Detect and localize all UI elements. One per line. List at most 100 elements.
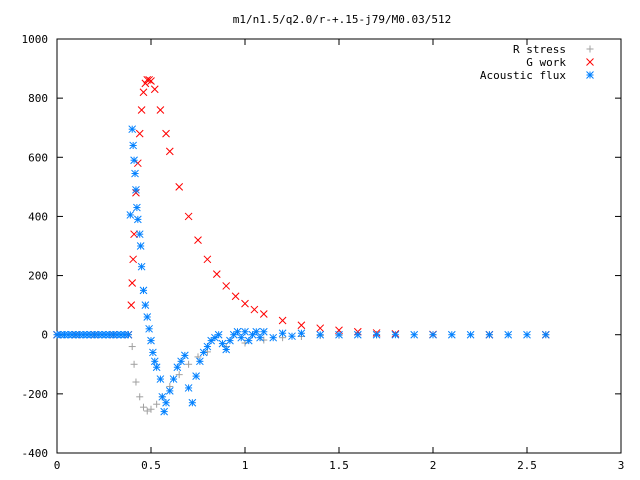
legend-label-2: Acoustic flux — [480, 69, 566, 82]
series-2-point-51 — [196, 357, 204, 366]
series-1-point-28 — [231, 292, 240, 301]
series-2-point-85 — [541, 330, 550, 339]
series-2-point-32 — [141, 301, 150, 309]
data-series — [53, 75, 550, 416]
series-0-point-15 — [175, 371, 183, 379]
series-2-point-50 — [192, 372, 200, 380]
series-2-point-84 — [523, 330, 531, 339]
x-tick-label-1: 0.5 — [141, 459, 161, 472]
x-tick-label-5: 2.5 — [517, 459, 537, 472]
series-2-point-18 — [120, 330, 129, 339]
series-2-point-69 — [269, 333, 278, 342]
series-0-point-7 — [132, 378, 140, 386]
series-2-point-47 — [180, 351, 189, 360]
series-1-point-8 — [130, 230, 138, 239]
series-1-point-10 — [133, 159, 142, 168]
series-2-point-14 — [105, 330, 114, 339]
series-2-point-76 — [372, 330, 381, 339]
y-tick-label-5: 0 — [41, 329, 48, 342]
series-2-point-20 — [126, 211, 135, 219]
series-2-point-72 — [297, 329, 306, 338]
series-2-point-49 — [188, 398, 197, 407]
series-2-point-41 — [160, 407, 169, 416]
series-2-point-65 — [248, 330, 257, 339]
series-2-point-75 — [353, 330, 362, 339]
series-2-point-71 — [288, 332, 296, 341]
series-2-point-36 — [149, 348, 157, 357]
series-2-point-33 — [143, 313, 152, 321]
series-2-point-61 — [233, 327, 242, 336]
series-2-point-21 — [128, 125, 137, 134]
legend-label-1: G work — [526, 56, 566, 69]
series-1-point-32 — [278, 316, 287, 325]
x-tick-label-3: 1.5 — [329, 459, 349, 472]
series-2-point-58 — [222, 345, 231, 354]
legend-marker-1 — [586, 58, 594, 66]
series-2-point-19 — [124, 330, 133, 339]
series-2-point-48 — [184, 384, 193, 392]
series-2-point-83 — [504, 330, 513, 339]
series-2-point-34 — [145, 324, 153, 333]
series-1-point-17 — [147, 77, 155, 85]
series-1-point-22 — [175, 183, 184, 191]
series-1-point-18 — [150, 85, 159, 94]
series-2-point-70 — [278, 329, 287, 338]
series-1-point-19 — [156, 106, 165, 114]
series-1-point-12 — [137, 106, 146, 114]
series-2-point-43 — [165, 387, 174, 395]
series-1-point-21 — [165, 147, 174, 156]
series-2-point-37 — [150, 357, 159, 366]
series-2-point-15 — [109, 330, 118, 339]
series-0 — [53, 331, 550, 415]
series-2-point-7 — [79, 330, 88, 339]
series-0-point-9 — [139, 403, 147, 411]
series-2-point-46 — [177, 357, 185, 366]
series-2-point-63 — [241, 327, 249, 336]
series-2-point-38 — [152, 363, 161, 372]
series-0-point-5 — [128, 343, 136, 351]
series-2-point-55 — [211, 333, 219, 342]
series-2-point-27 — [133, 215, 142, 224]
x-tick-label-4: 2 — [430, 459, 437, 472]
series-2-point-35 — [147, 336, 155, 345]
series-2-point-60 — [229, 330, 238, 339]
series-2-point-30 — [137, 262, 146, 271]
series-2 — [53, 125, 550, 416]
series-2-point-23 — [130, 156, 138, 165]
legend-marker-0 — [586, 45, 594, 53]
series-1-point-25 — [203, 255, 212, 264]
series-0-point-6 — [130, 360, 138, 368]
series-2-point-66 — [252, 327, 261, 336]
series-2-point-22 — [129, 141, 137, 150]
series-2-point-39 — [156, 375, 165, 383]
axis-ticks: 0 0.5 1 1.5 2 2.5 3 1000 800 600 400 200 0 -200 -400 — [22, 33, 625, 472]
series-1-point-31 — [259, 310, 268, 318]
series-2-point-74 — [335, 330, 343, 339]
series-2-point-80 — [447, 330, 456, 339]
series-2-point-42 — [162, 398, 170, 407]
y-tick-label-2: 600 — [28, 151, 48, 164]
series-1 — [53, 75, 550, 339]
series-0-point-8 — [136, 393, 144, 401]
series-1-point-30 — [250, 305, 259, 314]
series-2-point-56 — [214, 330, 223, 339]
series-2-point-12 — [98, 330, 106, 339]
series-1-point-29 — [241, 299, 249, 308]
series-0-point-12 — [153, 400, 161, 408]
series-1-point-20 — [162, 129, 170, 138]
series-0-point-10 — [143, 407, 151, 415]
series-2-point-28 — [135, 230, 144, 239]
series-1-point-7 — [129, 255, 137, 264]
series-2-point-79 — [429, 330, 437, 339]
series-1-point-5 — [127, 301, 136, 309]
series-2-point-68 — [259, 327, 268, 336]
series-2-point-67 — [256, 333, 264, 342]
series-2-point-62 — [237, 333, 246, 342]
series-1-point-6 — [128, 279, 137, 287]
series-2-point-44 — [169, 375, 178, 383]
x-tick-label-2: 1 — [242, 459, 249, 472]
series-1-point-27 — [222, 282, 231, 290]
series-2-point-5 — [71, 330, 80, 339]
